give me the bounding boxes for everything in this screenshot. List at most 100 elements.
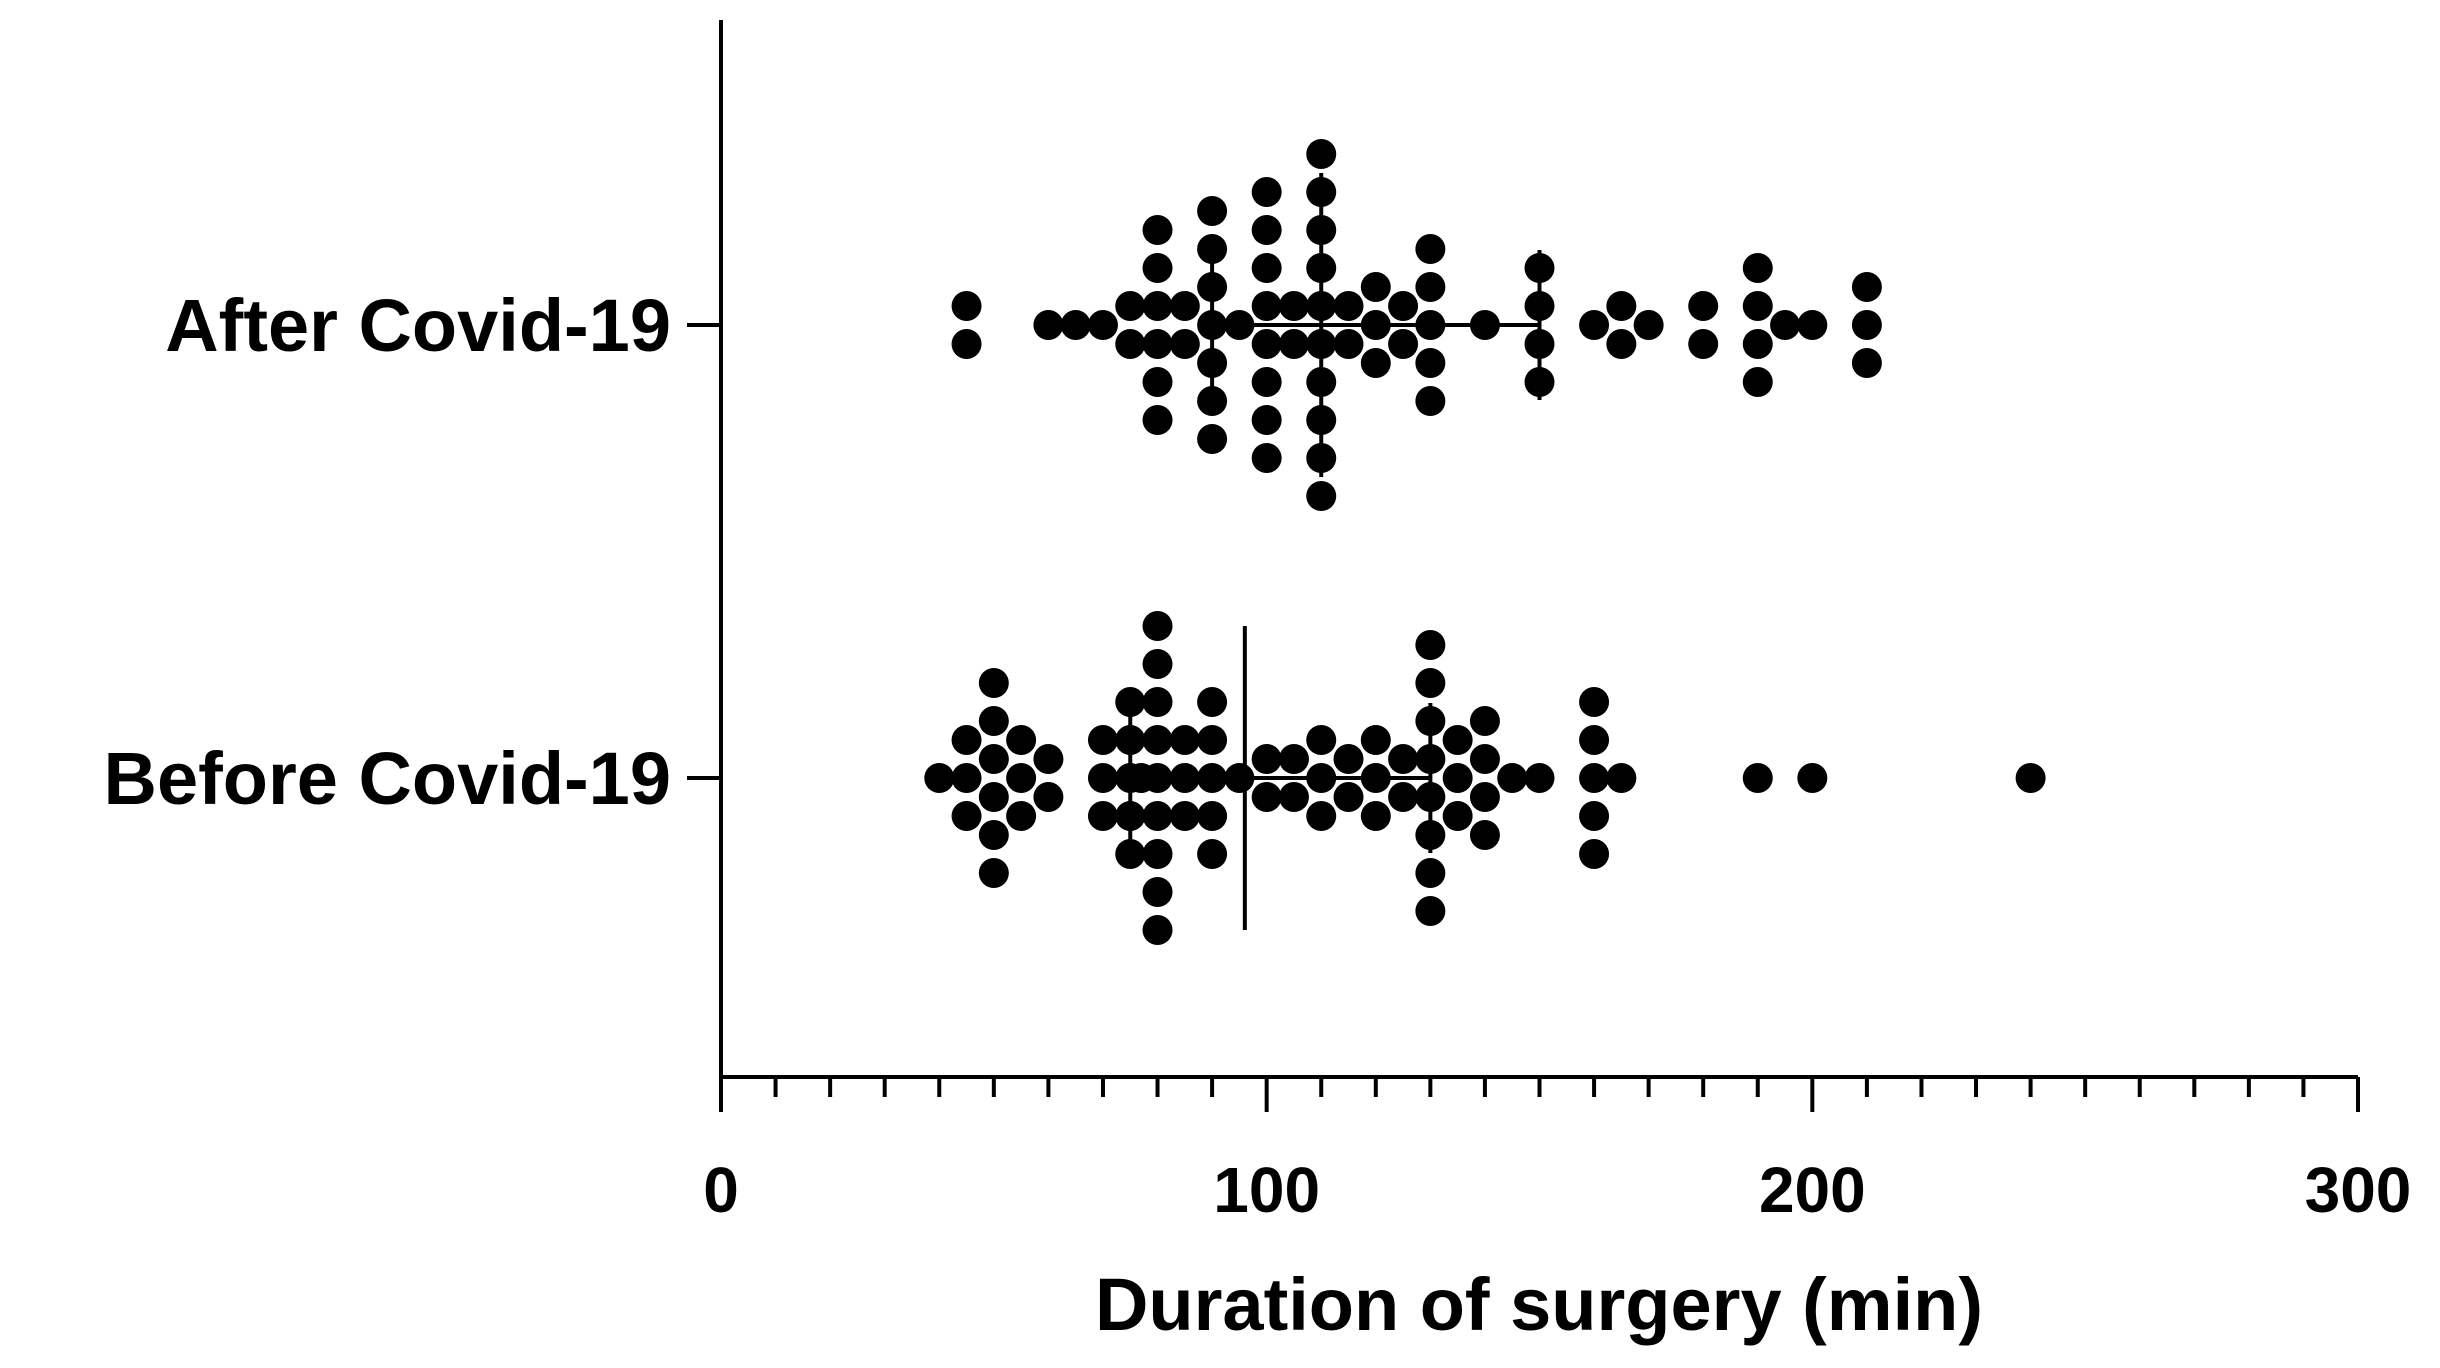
data-point [1087,310,1118,340]
data-point [1415,234,1446,264]
data-point [1033,782,1064,812]
x-tick-label: 0 [703,1154,739,1226]
data-point [978,820,1009,850]
data-point [1278,329,1309,359]
x-tick-label: 300 [2305,1154,2412,1226]
data-point [1469,744,1500,774]
data-point [1333,744,1364,774]
data-point [1415,386,1446,416]
data-point [951,725,982,755]
data-point [1142,877,1173,907]
data-point [1060,310,1091,340]
x-tick-label: 200 [1759,1154,1866,1226]
data-point [1033,744,1064,774]
data-point [1142,329,1173,359]
data-point [1360,348,1391,378]
data-point [1142,215,1173,245]
data-point [1742,291,1773,321]
data-point [1251,253,1282,283]
data-point [978,782,1009,812]
data-point [1360,801,1391,831]
data-point [1251,177,1282,207]
summary-bars [1128,173,1542,930]
data-point [1415,668,1446,698]
data-point [1197,801,1228,831]
data-point [1142,801,1173,831]
data-point [1388,744,1419,774]
data-point [1197,687,1228,717]
data-point [1742,253,1773,283]
data-point [1388,291,1419,321]
data-point [1197,196,1228,226]
data-point [1333,291,1364,321]
data-point [1797,763,1828,793]
x-tick-label: 100 [1213,1154,1320,1226]
data-point [1251,782,1282,812]
data-point [1169,725,1200,755]
data-point [1169,329,1200,359]
x-axis-title: Duration of surgery (min) [1095,1263,1983,1346]
data-point [1742,763,1773,793]
data-point [1142,405,1173,435]
data-point [1442,725,1473,755]
data-point [924,763,955,793]
data-point [1469,820,1500,850]
data-point [951,291,982,321]
data-point [1251,291,1282,321]
data-point [1360,272,1391,302]
data-point [1087,763,1118,793]
data-point [1415,348,1446,378]
data-point [1142,649,1173,679]
data-point [1087,725,1118,755]
data-point [1306,801,1337,831]
data-point [1388,782,1419,812]
data-point [1006,801,1037,831]
data-point [1524,763,1555,793]
data-point [1087,801,1118,831]
data-point [1006,725,1037,755]
data-point [1469,782,1500,812]
data-point [2015,763,2046,793]
data-point [1469,706,1500,736]
x-axis-ticks: 0 100 200 300 [703,1077,2411,1226]
data-point [1251,443,1282,473]
data-point [1115,329,1146,359]
data-point [1770,310,1801,340]
data-point [1142,253,1173,283]
data-point [1251,329,1282,359]
data-point [1851,310,1882,340]
data-point [1442,763,1473,793]
data-point [1142,915,1173,945]
data-point [1415,272,1446,302]
data-point [951,329,982,359]
data-point [1360,725,1391,755]
data-point [1251,367,1282,397]
data-point [1251,405,1282,435]
data-point [1006,763,1037,793]
data-point [1306,481,1337,511]
data-points [924,139,2046,945]
data-point [978,858,1009,888]
data-point [1115,687,1146,717]
data-point [1333,329,1364,359]
data-point [1851,348,1882,378]
y-category-label: After Covid-19 [165,284,671,367]
data-point [1278,291,1309,321]
data-point [1197,386,1228,416]
y-axis-categories: After Covid-19 Before Covid-19 [104,284,721,820]
data-point [1115,839,1146,869]
data-point [978,706,1009,736]
data-point [1142,291,1173,321]
data-point [1197,234,1228,264]
data-point [1579,310,1610,340]
data-point [1142,367,1173,397]
data-point [1142,611,1173,641]
data-point [1851,272,1882,302]
data-point [1742,367,1773,397]
data-point [1388,329,1419,359]
data-point [1197,839,1228,869]
data-point [1415,630,1446,660]
data-point [1579,725,1610,755]
data-point [1142,725,1173,755]
